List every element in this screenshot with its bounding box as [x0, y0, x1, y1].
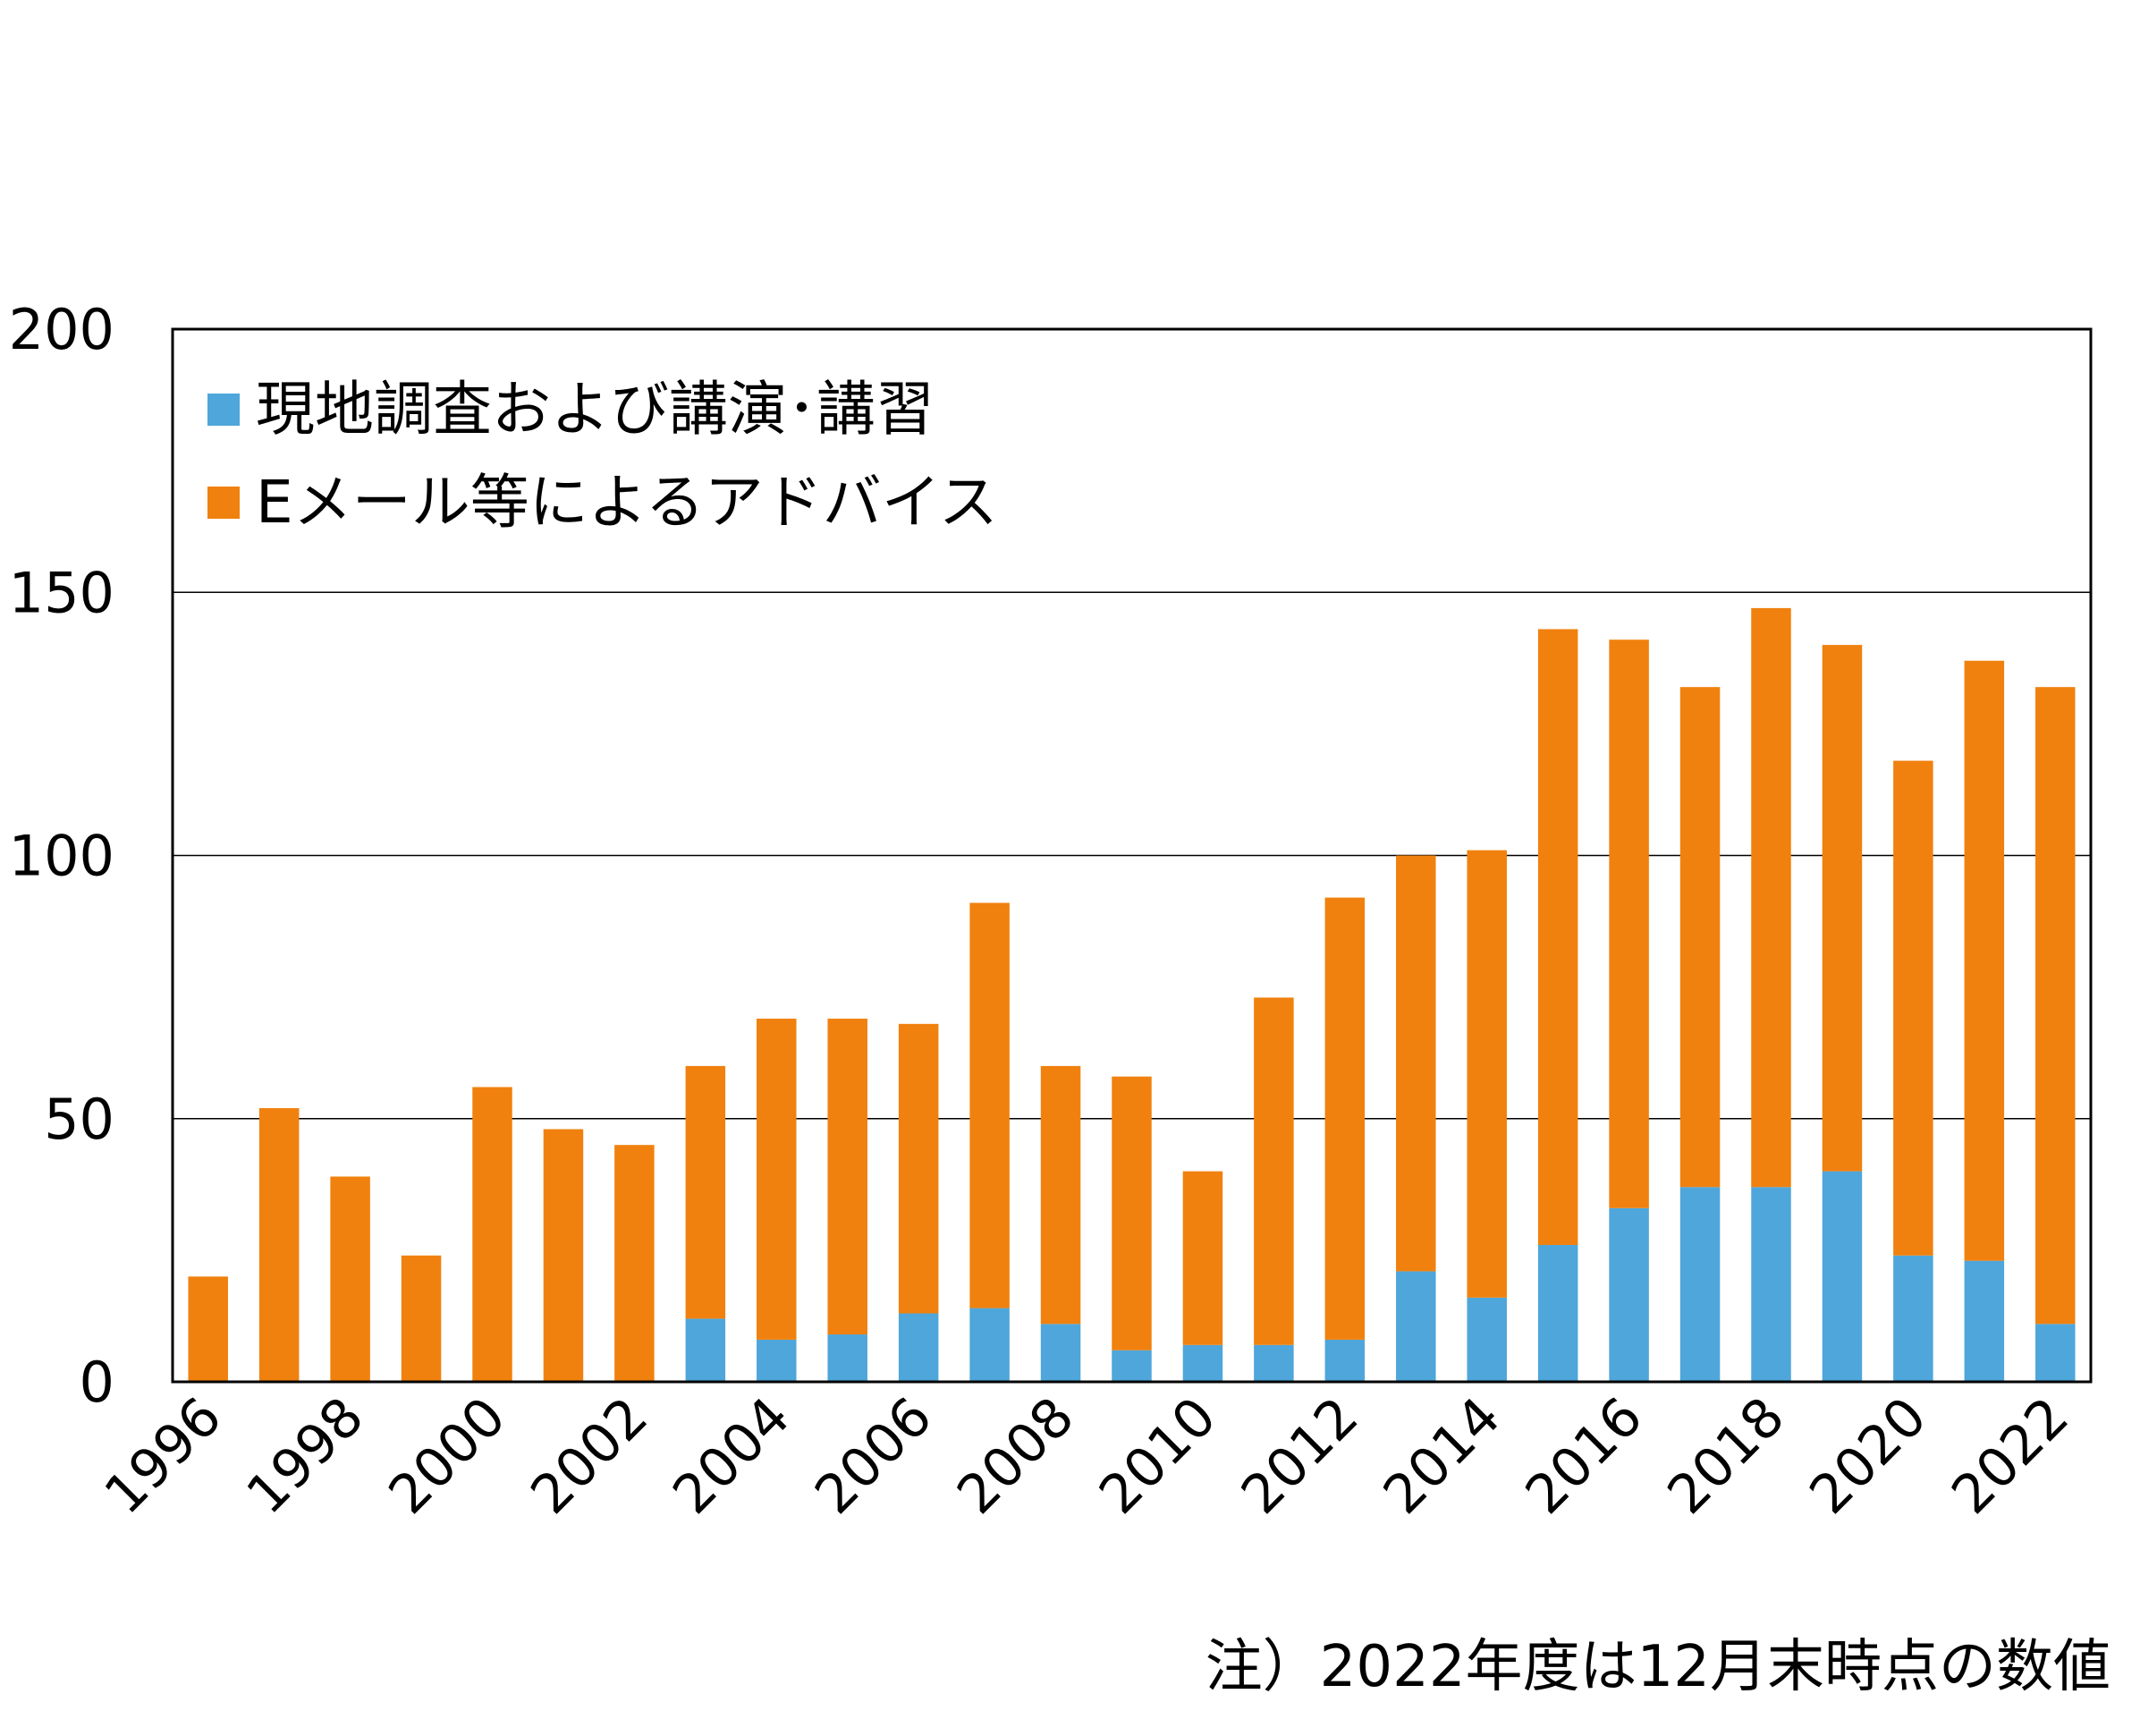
y-axis-tick-labels: 0 50 100 150 200: [9, 297, 114, 1415]
bar-2011-series-0: [1254, 1344, 1294, 1382]
x-tick-label: 2018: [1656, 1385, 1797, 1526]
bar-2005-series-1: [827, 1018, 867, 1335]
y-tick-label: 100: [9, 824, 114, 889]
legend: 現地調査および講演･講習 Eメール等によるアドバイス: [207, 375, 998, 537]
x-tick-label: 2002: [520, 1385, 660, 1526]
y-tick-label: 0: [80, 1350, 114, 1415]
bar-2014-series-0: [1467, 1297, 1507, 1382]
bar-2006-series-1: [898, 1023, 939, 1314]
x-tick-label: 2004: [661, 1385, 801, 1526]
y-tick-label: 50: [44, 1087, 114, 1152]
bar-2022-series-0: [2035, 1324, 2076, 1382]
bar-2012-series-0: [1324, 1339, 1366, 1382]
x-tick-label: 2008: [945, 1385, 1086, 1526]
bar-2008-series-1: [1040, 1065, 1081, 1325]
bar-2006-series-0: [898, 1313, 939, 1382]
bar-2003-series-0: [685, 1318, 726, 1382]
bar-2010-series-0: [1182, 1344, 1223, 1382]
bar-1998-series-1: [330, 1176, 370, 1382]
bar-2013-series-1: [1396, 855, 1436, 1272]
legend-swatch-field-survey: [207, 394, 240, 426]
x-tick-label: 2016: [1514, 1385, 1654, 1526]
x-axis-tick-labels: 1996 1998 2000 2002 2004 2006 2008 2010 2012 2014…: [93, 1385, 2081, 1526]
legend-swatch-email-advice: [207, 487, 240, 519]
legend-label-email-advice: Eメール等によるアドバイス: [256, 468, 998, 537]
bar-2010-series-1: [1182, 1171, 1223, 1345]
bar-2009-series-1: [1112, 1076, 1152, 1351]
bar-2020-series-0: [1893, 1255, 1933, 1382]
bar-2012-series-1: [1324, 897, 1366, 1340]
bar-2004-series-0: [757, 1339, 797, 1382]
x-tick-label: 2014: [1372, 1385, 1512, 1526]
bars: [188, 607, 2076, 1382]
bar-2016-series-1: [1609, 639, 1649, 1208]
bar-2020-series-1: [1893, 760, 1933, 1256]
gridlines: [173, 591, 2091, 1120]
plot-frame: [171, 327, 2093, 1384]
bar-2014-series-1: [1467, 850, 1507, 1298]
bar-2007-series-1: [969, 902, 1010, 1308]
x-tick-label: 1998: [235, 1385, 376, 1526]
footnote: 注）2022年度は12月末時点の数値: [1205, 1634, 2110, 1700]
bar-2009-series-0: [1112, 1350, 1152, 1382]
bar-2007-series-0: [969, 1308, 1010, 1382]
bar-2005-series-0: [827, 1334, 867, 1382]
bar-1999-series-1: [401, 1255, 442, 1382]
bar-2004-series-1: [757, 1018, 797, 1340]
x-tick-label: 2012: [1230, 1385, 1370, 1526]
bar-2008-series-0: [1040, 1324, 1081, 1382]
x-tick-label: 2020: [1798, 1385, 1939, 1526]
legend-label-field-survey: 現地調査および講演･講習: [256, 375, 935, 444]
y-tick-label: 200: [9, 297, 114, 362]
y-tick-label: 150: [9, 560, 114, 625]
bar-1997-series-1: [258, 1107, 300, 1382]
bar-2021-series-0: [1964, 1260, 2005, 1382]
bar-2018-series-0: [1751, 1187, 1791, 1382]
bar-2000-series-1: [472, 1087, 512, 1382]
x-tick-label: 2000: [377, 1385, 518, 1526]
bar-2021-series-1: [1964, 660, 2005, 1261]
bar-2016-series-0: [1609, 1207, 1649, 1382]
bar-2019-series-0: [1822, 1171, 1863, 1382]
x-tick-label: 2006: [803, 1385, 943, 1526]
x-tick-label: 2010: [1087, 1385, 1228, 1526]
bar-2002-series-1: [614, 1145, 655, 1382]
bar-1996-series-1: [188, 1276, 228, 1382]
bar-2015-series-0: [1537, 1244, 1578, 1382]
bar-2017-series-0: [1679, 1187, 1721, 1382]
x-tick-label: 2022: [1940, 1385, 2080, 1526]
bar-2019-series-1: [1822, 645, 1863, 1172]
bar-2013-series-0: [1396, 1271, 1436, 1382]
bar-2003-series-1: [685, 1065, 726, 1319]
bar-2018-series-1: [1751, 607, 1791, 1188]
bar-2017-series-1: [1679, 687, 1721, 1188]
bar-2001-series-1: [543, 1129, 584, 1382]
bar-2022-series-1: [2035, 687, 2076, 1325]
bar-2011-series-1: [1254, 997, 1294, 1345]
bar-2015-series-1: [1537, 629, 1578, 1245]
